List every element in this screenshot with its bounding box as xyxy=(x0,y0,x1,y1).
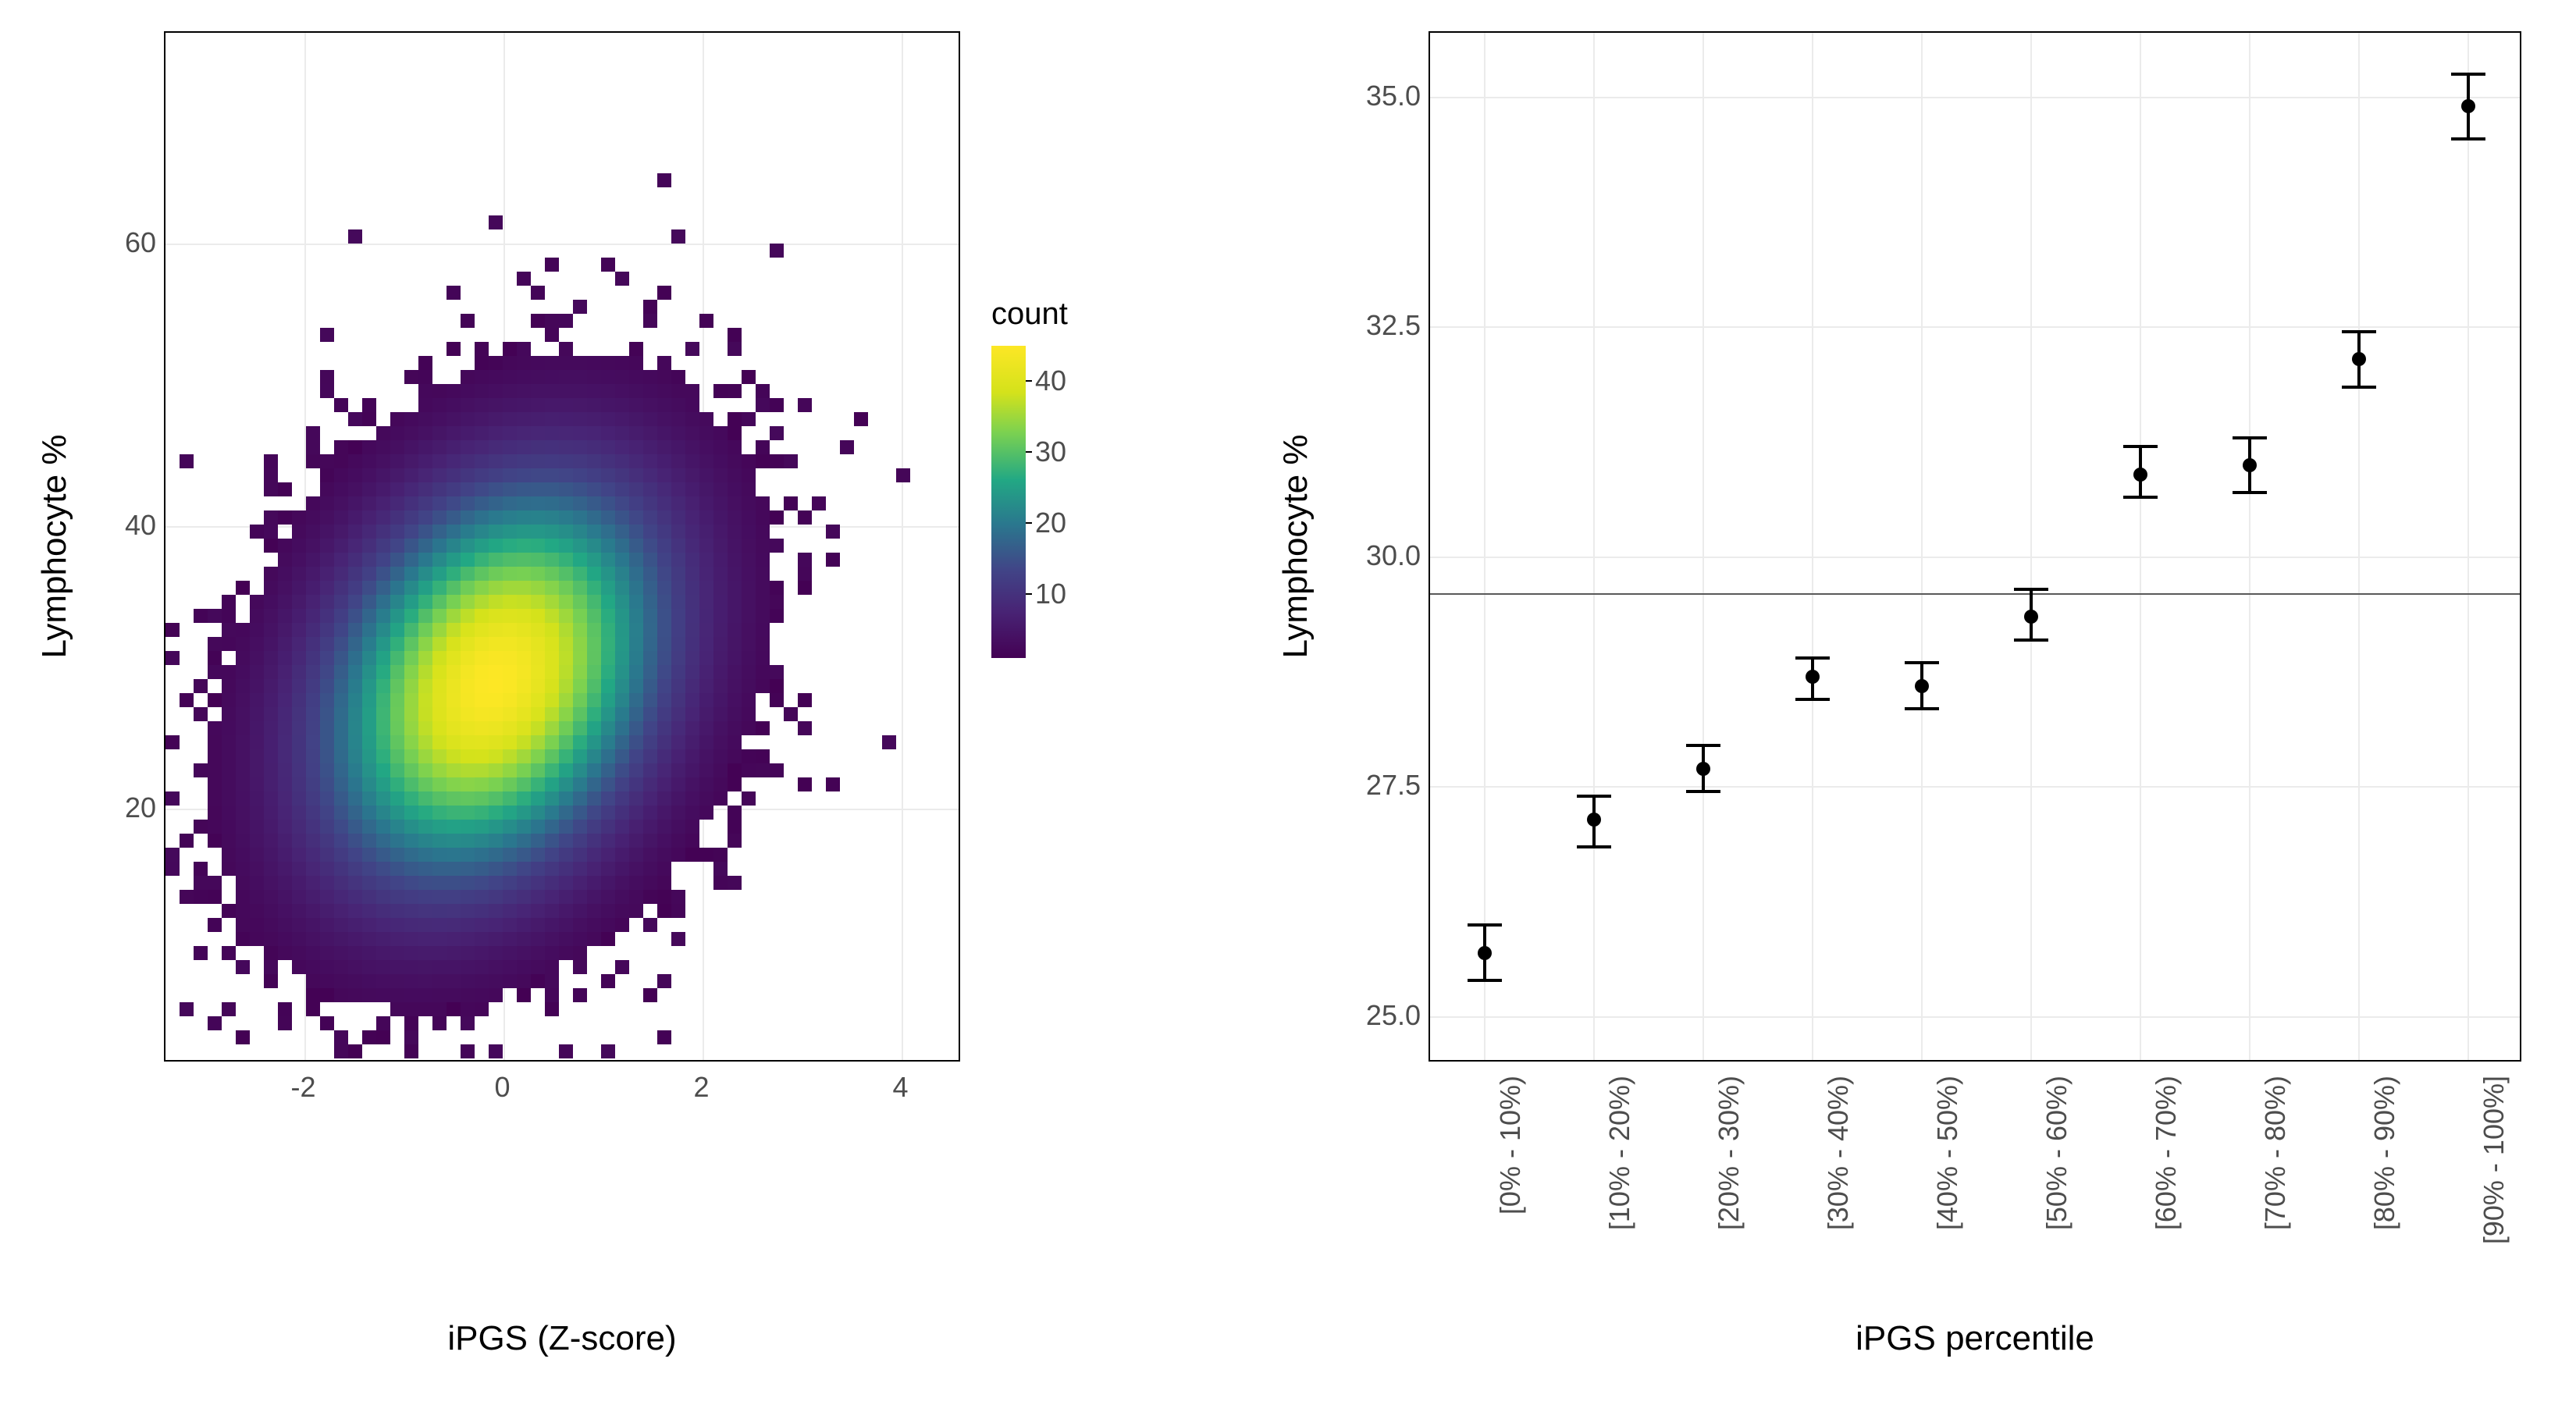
reference-hline xyxy=(1430,593,2520,595)
right-ytick-label: 35.0 xyxy=(1343,80,1421,112)
right-x-axis-title: iPGS percentile xyxy=(1856,1319,2094,1358)
right-ytick-label: 27.5 xyxy=(1343,769,1421,802)
right-panel: Lymphocyte % iPGS percentile 25.0 27.5 30.… xyxy=(0,0,2576,1405)
errorbar-cap xyxy=(2451,137,2485,140)
right-ytick-label: 32.5 xyxy=(1343,309,1421,342)
errorbar-cap xyxy=(1468,979,1502,982)
errorbar-cap xyxy=(2123,496,2158,499)
errorbar-cap xyxy=(1795,698,1830,701)
errorbar-cap xyxy=(2342,330,2376,333)
errorbar-point xyxy=(2352,352,2366,366)
errorbar-point xyxy=(1587,813,1601,827)
errorbar-point xyxy=(2133,468,2147,482)
right-xtick-label: [60% - 70%) xyxy=(2150,1076,2183,1230)
errorbar-cap xyxy=(2342,386,2376,389)
errorbar-point xyxy=(2243,458,2257,472)
errorbar-cap xyxy=(2233,436,2267,439)
errorbar-cap xyxy=(1577,845,1611,848)
errorbar-cap xyxy=(2451,73,2485,76)
errorbar-cap xyxy=(1905,707,1939,710)
right-xtick-label: [50% - 60%) xyxy=(2041,1076,2073,1230)
right-xtick-label: [70% - 80%) xyxy=(2259,1076,2292,1230)
right-xtick-label: [0% - 10%) xyxy=(1494,1076,1527,1215)
right-xtick-label: [90% - 100%] xyxy=(2478,1076,2510,1244)
errorbar-cap xyxy=(1577,795,1611,798)
right-xtick-label: [80% - 90%) xyxy=(2368,1076,2401,1230)
errorbar-point xyxy=(2024,610,2038,624)
right-xtick-label: [20% - 30%) xyxy=(1713,1076,1745,1230)
errorbar-cap xyxy=(1905,661,1939,664)
right-xtick-label: [30% - 40%) xyxy=(1822,1076,1855,1230)
errorbar-point xyxy=(1806,670,1820,684)
right-xtick-label: [40% - 50%) xyxy=(1931,1076,1964,1230)
right-ytick-label: 30.0 xyxy=(1343,539,1421,572)
errorbar-point xyxy=(2461,99,2475,113)
right-ytick-label: 25.0 xyxy=(1343,999,1421,1032)
right-y-axis-title: Lymphocyte % xyxy=(1276,435,1315,659)
figure-root: Lymphocyte % iPGS (Z-score) count 102030… xyxy=(0,0,2576,1405)
errorbar-cap xyxy=(2123,445,2158,448)
errorbar-point xyxy=(1696,762,1710,776)
errorbar-cap xyxy=(1468,923,1502,927)
errorbar-cap xyxy=(2233,491,2267,494)
right-plot-area xyxy=(1429,31,2521,1062)
right-xtick-label: [10% - 20%) xyxy=(1603,1076,1636,1230)
errorbar-cap xyxy=(2014,638,2048,642)
errorbar-point xyxy=(1915,679,1929,693)
errorbar-cap xyxy=(1686,744,1720,747)
errorbar-cap xyxy=(1686,790,1720,793)
errorbar-cap xyxy=(1795,656,1830,660)
errorbar-cap xyxy=(2014,588,2048,591)
errorbar-point xyxy=(1478,946,1492,960)
